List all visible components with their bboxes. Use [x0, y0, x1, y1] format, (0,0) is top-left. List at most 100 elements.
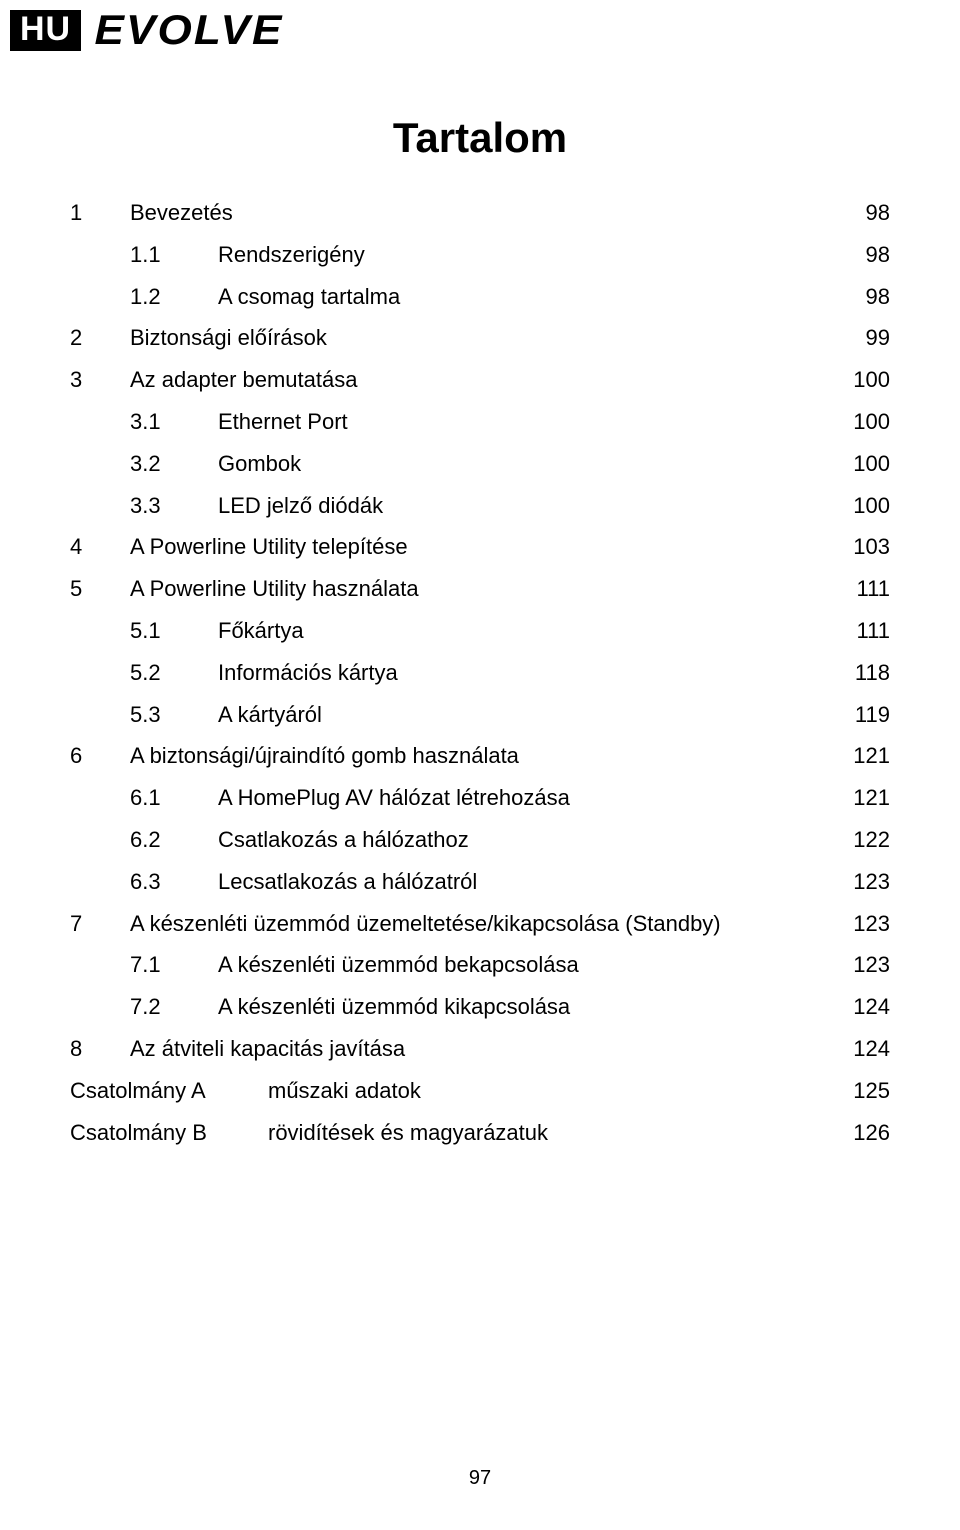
toc-entry-number: 6: [70, 735, 102, 777]
toc-entry-page: 100: [853, 359, 890, 401]
toc-entry-page: 123: [853, 903, 890, 945]
toc-entry-label: A kártyáról: [190, 694, 322, 736]
toc-entry-label: Gombok: [190, 443, 301, 485]
toc-entry-number: 7.1: [70, 944, 190, 986]
toc-entry-number: 5.3: [70, 694, 190, 736]
toc-row: 1.1Rendszerigény 98: [70, 234, 890, 276]
toc-entry-number: 1.2: [70, 276, 190, 318]
toc-entry-page: 99: [866, 317, 890, 359]
toc-entry-page: 123: [853, 944, 890, 986]
page-number: 97: [0, 1467, 960, 1490]
page: HU EVOLVE Tartalom 1Bevezetés981.1Rendsz…: [0, 0, 960, 1530]
toc-row: 1.2A csomag tartalma 98: [70, 276, 890, 318]
toc-entry-number: 5.1: [70, 610, 190, 652]
toc-entry-label: A Powerline Utility használata: [102, 568, 419, 610]
toc-entry-page: 98: [866, 192, 890, 234]
toc-entry-page: 121: [853, 777, 890, 819]
toc-row: 1Bevezetés 98: [70, 192, 890, 234]
toc-entry-label: Főkártya: [190, 610, 304, 652]
toc-entry-label: Az átviteli kapacitás javítása: [102, 1028, 405, 1070]
toc-row: 3.1Ethernet Port 100: [70, 401, 890, 443]
toc-entry-page: 122: [853, 819, 890, 861]
toc-row: 7A készenléti üzemmód üzemeltetése/kikap…: [70, 903, 890, 945]
toc-entry-label: A Powerline Utility telepítése: [102, 526, 408, 568]
page-header: HU EVOLVE: [0, 0, 960, 54]
toc-entry-number: 3.3: [70, 485, 190, 527]
toc-entry-number: 2: [70, 317, 102, 359]
toc-entry-page: 118: [855, 652, 890, 694]
toc-entry-number: 1.1: [70, 234, 190, 276]
toc-entry-label: Rendszerigény: [190, 234, 365, 276]
page-title: Tartalom: [70, 114, 890, 162]
toc-row: 3.3LED jelző diódák 100: [70, 485, 890, 527]
toc-entry-number: 3.1: [70, 401, 190, 443]
toc-entry-label: Információs kártya: [190, 652, 398, 694]
toc-row: 7.2A készenléti üzemmód kikapcsolása 124: [70, 986, 890, 1028]
toc-entry-page: 125: [853, 1070, 890, 1112]
toc-entry-number: 3.2: [70, 443, 190, 485]
toc-entry-number: 4: [70, 526, 102, 568]
toc-entry-label: Az adapter bemutatása: [102, 359, 357, 401]
toc-entry-page: 111: [857, 610, 890, 652]
toc-entry-page: 123: [853, 861, 890, 903]
toc-entry-label: LED jelző diódák: [190, 485, 383, 527]
toc-entry-number: 1: [70, 192, 102, 234]
content-area: Tartalom 1Bevezetés981.1Rendszerigény981…: [0, 54, 960, 1153]
toc-entry-page: 124: [853, 986, 890, 1028]
toc-entry-page: 124: [853, 1028, 890, 1070]
toc-row: 7.1A készenléti üzemmód bekapcsolása 123: [70, 944, 890, 986]
toc-entry-label: Csatlakozás a hálózathoz: [190, 819, 469, 861]
toc-entry-label: rövidítések és magyarázatuk: [240, 1112, 548, 1154]
toc-entry-label: A csomag tartalma: [190, 276, 400, 318]
toc-row: 5.2Információs kártya 118: [70, 652, 890, 694]
toc-entry-number: Csatolmány B: [70, 1112, 240, 1154]
language-badge: HU: [10, 10, 81, 51]
toc-entry-page: 103: [853, 526, 890, 568]
toc-entry-label: A készenléti üzemmód kikapcsolása: [190, 986, 570, 1028]
toc-row: 3.2Gombok 100: [70, 443, 890, 485]
toc-row: 6.3Lecsatlakozás a hálózatról 123: [70, 861, 890, 903]
toc-row: 8Az átviteli kapacitás javítása 124: [70, 1028, 890, 1070]
toc-row: Csatolmány Aműszaki adatok 125: [70, 1070, 890, 1112]
toc-entry-page: 100: [853, 401, 890, 443]
toc-entry-label: Ethernet Port: [190, 401, 348, 443]
toc-entry-label: A HomePlug AV hálózat létrehozása: [190, 777, 570, 819]
toc-entry-number: 5.2: [70, 652, 190, 694]
toc-row: 6A biztonsági/újraindító gomb használata…: [70, 735, 890, 777]
toc-entry-number: 7: [70, 903, 102, 945]
toc-entry-page: 121: [853, 735, 890, 777]
toc-row: 2Biztonsági előírások 99: [70, 317, 890, 359]
toc-row: 5A Powerline Utility használata 111: [70, 568, 890, 610]
brand-logo: EVOLVE: [95, 6, 284, 54]
toc-row: 6.1A HomePlug AV hálózat létrehozása 121: [70, 777, 890, 819]
toc-entry-label: A készenléti üzemmód bekapcsolása: [190, 944, 579, 986]
toc-entry-page: 98: [866, 276, 890, 318]
toc-entry-label: Lecsatlakozás a hálózatról: [190, 861, 477, 903]
toc-entry-label: A készenléti üzemmód üzemeltetése/kikapc…: [102, 903, 721, 945]
toc-entry-page: 111: [857, 568, 890, 610]
toc-entry-number: 6.1: [70, 777, 190, 819]
toc-row: Csatolmány Brövidítések és magyarázatuk 1…: [70, 1112, 890, 1154]
table-of-contents: 1Bevezetés981.1Rendszerigény981.2A csoma…: [70, 192, 890, 1153]
toc-entry-label: Biztonsági előírások: [102, 317, 327, 359]
toc-entry-number: 3: [70, 359, 102, 401]
toc-entry-label: A biztonsági/újraindító gomb használata: [102, 735, 519, 777]
toc-row: 5.1Főkártya 111: [70, 610, 890, 652]
toc-entry-number: Csatolmány A: [70, 1070, 240, 1112]
toc-entry-label: Bevezetés: [102, 192, 233, 234]
toc-row: 5.3A kártyáról 119: [70, 694, 890, 736]
toc-entry-number: 5: [70, 568, 102, 610]
toc-entry-page: 98: [866, 234, 890, 276]
toc-row: 4A Powerline Utility telepítése 103: [70, 526, 890, 568]
toc-row: 6.2Csatlakozás a hálózathoz 122: [70, 819, 890, 861]
toc-entry-page: 100: [853, 443, 890, 485]
toc-entry-label: műszaki adatok: [240, 1070, 421, 1112]
toc-entry-page: 126: [853, 1112, 890, 1154]
toc-entry-number: 8: [70, 1028, 102, 1070]
toc-entry-number: 6.2: [70, 819, 190, 861]
toc-entry-number: 7.2: [70, 986, 190, 1028]
toc-entry-page: 100: [853, 485, 890, 527]
toc-entry-page: 119: [855, 694, 890, 736]
toc-entry-number: 6.3: [70, 861, 190, 903]
toc-row: 3Az adapter bemutatása 100: [70, 359, 890, 401]
